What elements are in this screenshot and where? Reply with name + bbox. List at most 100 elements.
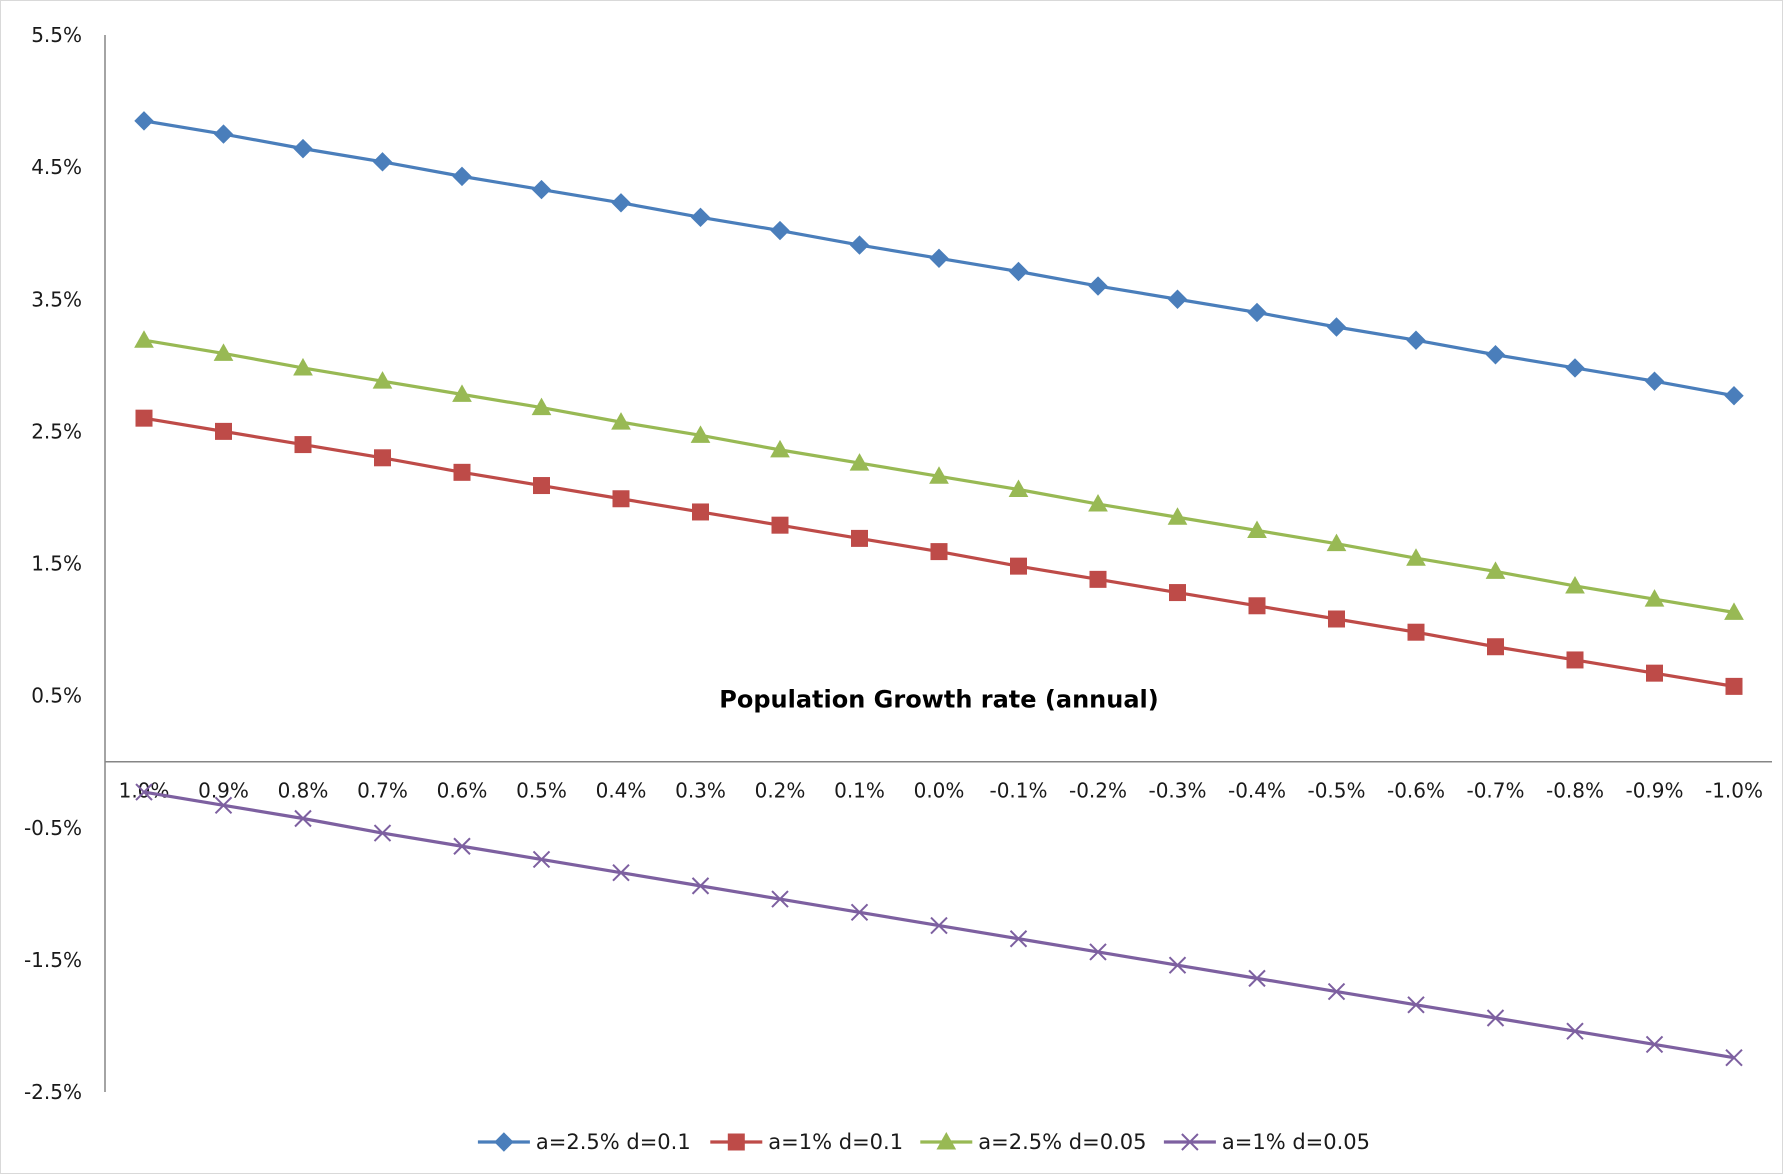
series-3-point	[849, 453, 870, 471]
x-tick-label: 0.2%	[755, 779, 806, 803]
series-2-point	[1169, 584, 1186, 602]
series-3-point	[134, 330, 154, 348]
series-4-point	[214, 796, 233, 814]
series-2-point	[1487, 638, 1504, 656]
x-tick-label: 0.8%	[278, 779, 329, 803]
x-tick-label: -0.8%	[1546, 779, 1604, 803]
series-4-point	[1566, 1022, 1584, 1040]
series-3-point	[452, 384, 472, 402]
series-4-point	[1486, 1009, 1505, 1027]
y-tick-label: -2.5%	[24, 1080, 82, 1104]
x-tick-label: 0.1%	[834, 779, 885, 803]
series-3-point	[1724, 602, 1744, 620]
series-2-point	[135, 409, 153, 427]
series-2-point	[1725, 677, 1743, 695]
series-1-point	[1565, 358, 1585, 378]
series-2-point	[1089, 570, 1107, 588]
series-3-point	[1644, 589, 1665, 607]
series-3-point	[1247, 520, 1267, 538]
series-1-point	[929, 248, 949, 268]
series-3-point	[1565, 575, 1585, 594]
series-1-point	[531, 179, 552, 200]
series-2-point	[1646, 664, 1663, 682]
series-markers	[134, 111, 1744, 1067]
x-tick-label: -0.6%	[1387, 779, 1445, 803]
legend-swatch-marker	[494, 1132, 514, 1152]
x-tick-label: -0.2%	[1069, 779, 1127, 803]
series-4-point	[612, 863, 630, 882]
series-2-point	[851, 529, 868, 547]
series-2-point	[294, 436, 312, 454]
series-3-point	[929, 466, 949, 484]
legend-label: a=2.5% d=0.05	[978, 1130, 1146, 1154]
x-tick-label: 0.9%	[198, 779, 249, 803]
series-3-point	[1088, 494, 1108, 512]
x-axis-tick-labels: 1.0% 0.9% 0.8% 0.7% 0.6% 0.5% 0.4% 0.3% 0.2% 0.1%…	[119, 779, 1763, 803]
series-4-point	[1089, 943, 1107, 961]
legend: a=2.5% d=0.1 a=1% d=0.1 a=2.5% d=0.05 a=1% …	[477, 1130, 1370, 1154]
series-4-point	[850, 903, 869, 922]
series-1-point	[1008, 261, 1029, 282]
series-4-point	[691, 877, 710, 895]
legend-item-3: a=2.5% d=0.05	[920, 1130, 1146, 1154]
legend-swatch-marker	[1181, 1133, 1199, 1151]
series-3-point	[213, 343, 234, 361]
y-axis-tick-labels: 5.5% 4.5% 3.5% 2.5% 1.5% 0.5% -0.5% -1.5% -2.5%	[24, 23, 82, 1104]
x-tick-label: -0.7%	[1466, 779, 1524, 803]
series-4-point	[1168, 956, 1187, 974]
x-tick-label: 0.0%	[914, 779, 965, 803]
series-2-point	[1328, 610, 1345, 628]
legend-item-2: a=1% d=0.1	[710, 1130, 903, 1154]
series-3-point	[372, 371, 393, 389]
x-tick-label: -0.1%	[989, 779, 1047, 803]
y-tick-label: 4.5%	[31, 155, 82, 179]
series-4-point	[453, 837, 471, 855]
series-1-point	[213, 124, 234, 144]
series-1-point	[134, 111, 154, 131]
legend-label: a=2.5% d=0.1	[536, 1130, 691, 1154]
x-tick-label: -0.4%	[1228, 779, 1286, 803]
series-2-point	[374, 449, 391, 467]
legend-item-1: a=2.5% d=0.1	[477, 1130, 691, 1154]
series-2-point	[533, 477, 550, 495]
series-1-point	[849, 235, 870, 255]
legend-label: a=1% d=0.1	[768, 1130, 903, 1154]
x-tick-label: 0.5%	[516, 779, 567, 803]
series-4-point	[532, 850, 551, 869]
y-tick-label: -1.5%	[24, 948, 82, 972]
series-2-point	[612, 490, 630, 508]
legend-swatch-marker	[727, 1133, 745, 1151]
series-1-point	[690, 207, 711, 228]
series-3-point	[690, 425, 711, 443]
x-tick-label: -0.3%	[1148, 779, 1206, 803]
series-1-point	[452, 166, 472, 187]
series-4-point	[1645, 1035, 1664, 1054]
series-1-point	[1326, 317, 1347, 337]
y-tick-label: 5.5%	[31, 23, 82, 47]
x-tick-label: 0.6%	[437, 779, 488, 803]
series-3-point	[1008, 479, 1029, 498]
y-tick-label: 0.5%	[31, 684, 82, 708]
series-2-point	[453, 463, 471, 481]
series-2-point	[215, 422, 232, 440]
series-4-point	[1725, 1048, 1743, 1067]
x-axis-title: Population Growth rate (annual)	[719, 686, 1158, 714]
series-1-point	[1724, 385, 1744, 406]
series-4-point	[1248, 969, 1266, 988]
x-tick-label: -0.5%	[1307, 779, 1365, 803]
y-tick-label: 2.5%	[31, 419, 82, 443]
series-1-point	[372, 152, 393, 172]
series-2-point	[1010, 557, 1027, 575]
axes	[104, 35, 1772, 1092]
x-tick-label: 0.3%	[675, 779, 726, 803]
series-1-point	[1247, 302, 1267, 323]
y-tick-label: 3.5%	[31, 287, 82, 311]
series-3-point	[611, 412, 631, 430]
series-2-point	[1248, 597, 1266, 615]
series-3-point	[1406, 548, 1426, 566]
series-3-point	[1167, 507, 1188, 525]
series-3-point	[531, 397, 552, 416]
series-1-point	[293, 138, 313, 159]
